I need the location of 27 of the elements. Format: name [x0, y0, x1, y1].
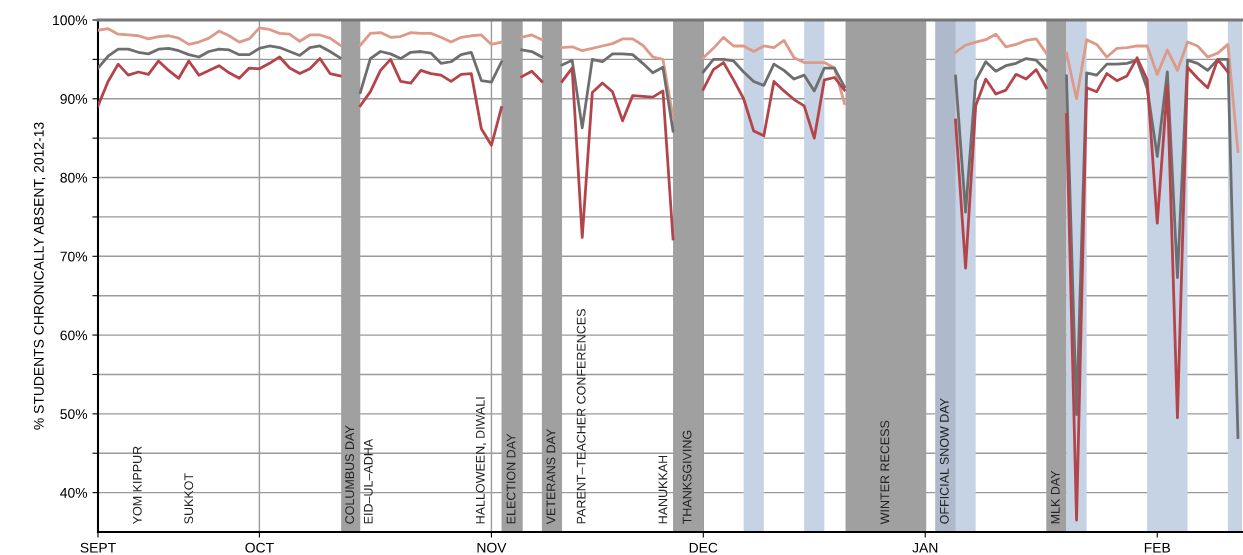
y-tick-label: 40%	[60, 487, 88, 498]
annotation: PARENT–TEACHER CONFERENCES	[576, 309, 586, 524]
annotation: OFFICIAL SNOW DAY	[939, 398, 949, 524]
annotation: YOM KIPPUR	[132, 446, 142, 525]
x-tick-label: SEPT	[80, 542, 116, 553]
annotation: THANKSGIVING	[682, 430, 692, 525]
annotation: VETERANS DAY	[546, 428, 556, 525]
annotation: ELECTION DAY	[506, 433, 516, 524]
x-tick-label: NOV	[477, 542, 507, 553]
annotation: SUKKOT	[184, 473, 194, 524]
annotation: COLUMBUS DAY	[345, 425, 355, 524]
y-tick-label: 70%	[60, 251, 88, 262]
y-tick-label: 50%	[60, 409, 88, 420]
y-tick-label: 80%	[60, 172, 88, 183]
annotation: MLK DAY	[1051, 470, 1060, 524]
y-tick-label: 60%	[60, 330, 88, 341]
annotation: EID–UL–ADHA	[364, 438, 373, 524]
x-tick-label: FEB	[1144, 542, 1171, 553]
x-tick-label: OCT	[245, 542, 274, 553]
y-tick-label: 90%	[60, 94, 88, 104]
x-tick-label: DEC	[689, 542, 718, 553]
annotation: WINTER RECESS	[880, 420, 890, 525]
y-axis-title: % STUDENTS CHRONICALLY ABSENT, 2012-13	[33, 122, 46, 430]
x-tick-label: JAN	[912, 542, 938, 553]
annotation: HALLOWEEN, DIWALI	[475, 397, 487, 524]
annotation: HANUKKAH	[658, 455, 668, 524]
y-tick-label: 100%	[53, 15, 88, 26]
